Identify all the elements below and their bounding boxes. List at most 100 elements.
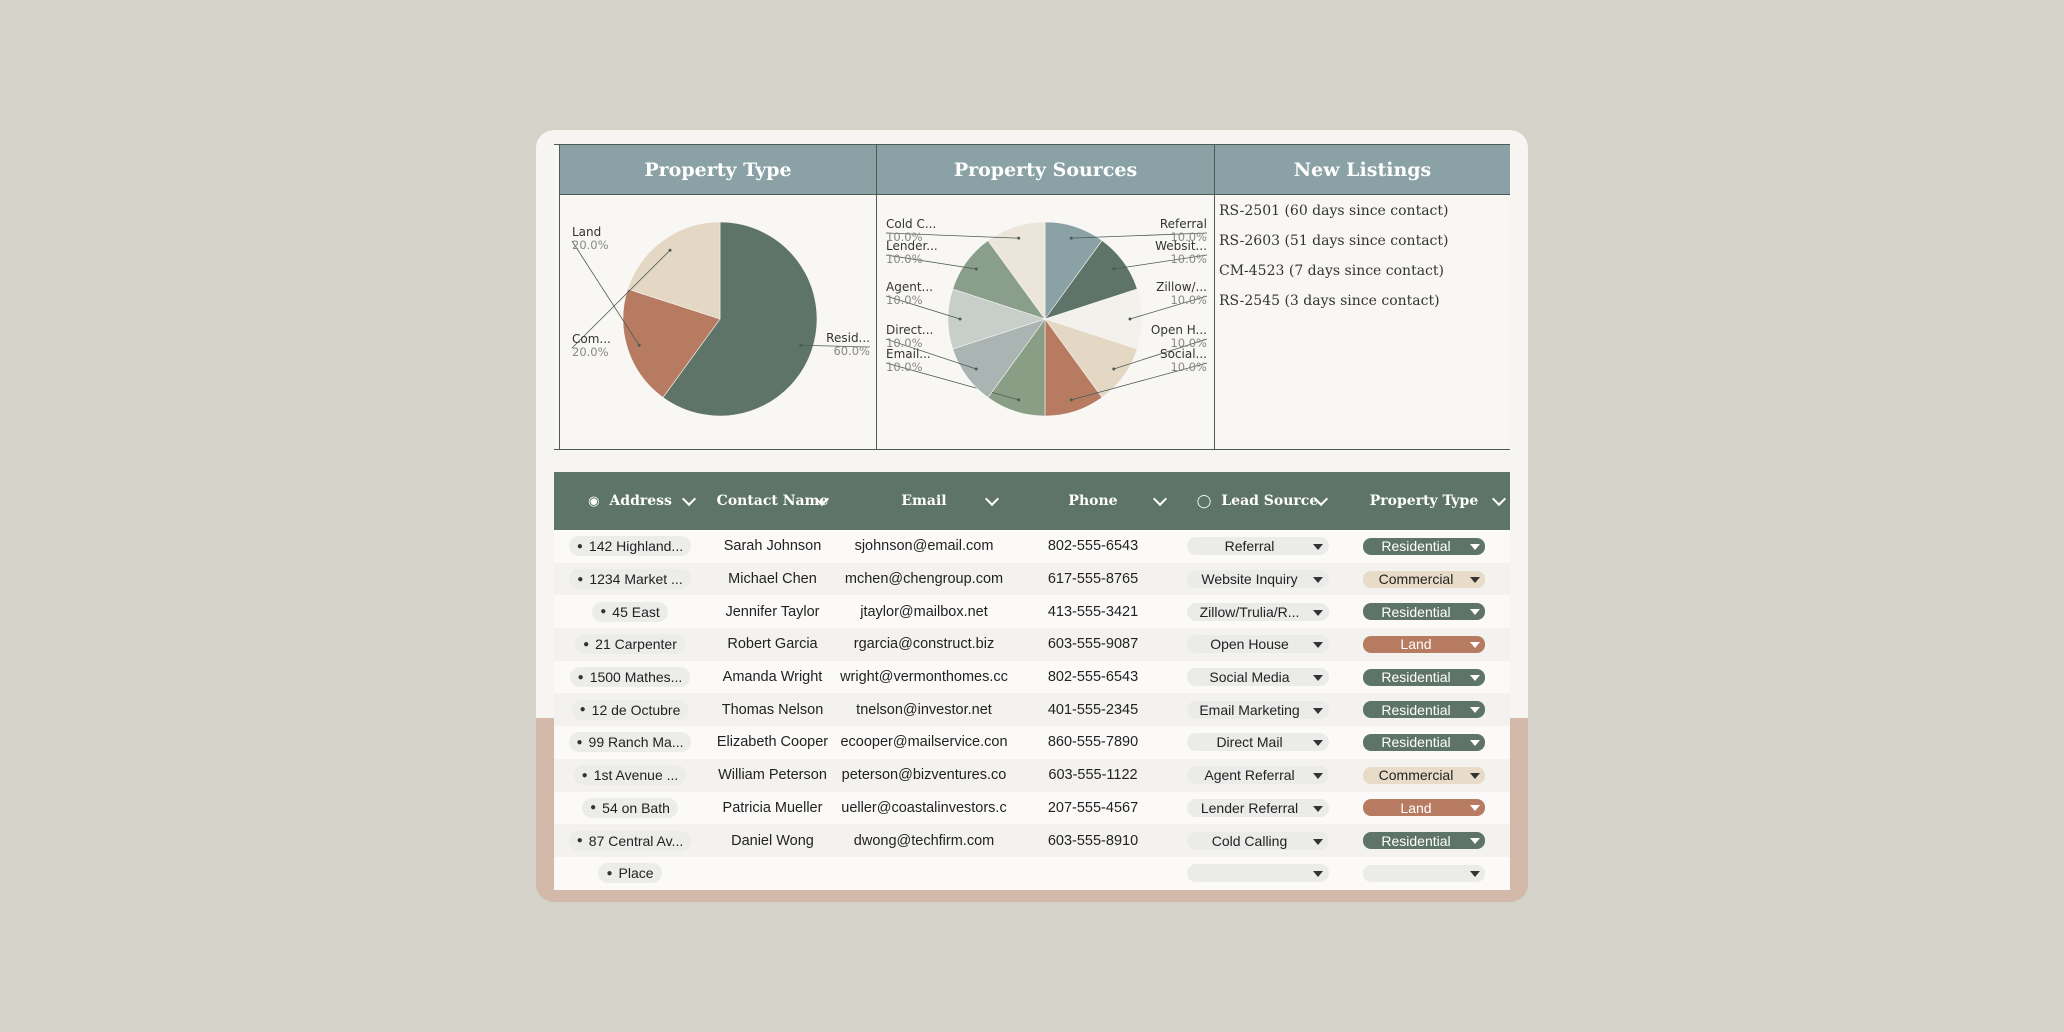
header-lead-source[interactable]: ◯ Lead Source [1177, 472, 1338, 530]
email-text[interactable]: wright@vermonthomes.cc [840, 669, 1008, 686]
contact-name-cell[interactable]: William Peterson [718, 767, 827, 784]
address-cell[interactable]: ● 45 East [554, 595, 706, 628]
email-text[interactable]: sjohnson@email.com [854, 538, 994, 555]
lead-source-cell[interactable]: Social Media [1177, 661, 1338, 694]
address-chip[interactable]: ● 87 Central Av... [568, 830, 692, 851]
lead-source-cell[interactable]: Website Inquiry [1177, 563, 1338, 596]
table-row[interactable]: ● 1234 Market ... Michael Chen mchen@che… [554, 562, 1510, 596]
property-type-select[interactable]: Residential [1363, 537, 1485, 555]
lead-source-cell[interactable]: Zillow/Trulia/R... [1177, 595, 1338, 628]
contact-name-cell[interactable]: Michael Chen [728, 571, 817, 588]
address-chip[interactable]: ● 12 de Octubre [571, 699, 689, 720]
email-cell[interactable]: jtaylor@mailbox.net [839, 595, 1009, 628]
lead-source-cell[interactable]: Direct Mail [1177, 726, 1338, 759]
lead-source-cell[interactable]: Open House [1177, 628, 1338, 661]
email-cell[interactable]: ueller@coastalinvestors.c [839, 792, 1009, 825]
phone-cell[interactable]: 413-555-3421 [1047, 603, 1139, 620]
lead-source-cell[interactable] [1177, 857, 1338, 890]
phone-cell[interactable]: 603-555-9087 [1047, 636, 1139, 653]
pie-slice[interactable] [627, 221, 721, 320]
pie-slice[interactable] [622, 288, 721, 398]
contact-name-cell[interactable]: Sarah Johnson [723, 538, 822, 555]
email-text[interactable]: peterson@bizventures.co [841, 767, 1007, 784]
lead-source-select[interactable]: Direct Mail [1186, 733, 1329, 752]
address-cell[interactable]: ● 142 Highland... [554, 530, 706, 563]
address-cell[interactable]: ● 21 Carpenter [554, 628, 706, 661]
dropdown-arrow-icon[interactable] [1312, 773, 1323, 780]
property-type-cell[interactable]: Commercial [1338, 563, 1510, 596]
table-row[interactable]: ● 1500 Mathes... Amanda Wright wright@ve… [554, 660, 1510, 694]
address-cell[interactable]: ● 1st Avenue ... [554, 759, 706, 792]
dropdown-arrow-icon[interactable] [1470, 641, 1480, 648]
header-property-type[interactable]: Property Type [1338, 472, 1510, 530]
phone-cell[interactable]: 802-555-6543 [1047, 538, 1139, 555]
address-cell[interactable]: ● 54 on Bath [554, 792, 706, 825]
email-text[interactable]: jtaylor@mailbox.net [860, 603, 988, 620]
table-row[interactable]: ● 87 Central Av... Daniel Wong dwong@tec… [554, 824, 1510, 857]
address-chip[interactable]: ● 1500 Mathes... [569, 667, 691, 688]
contact-name-cell[interactable]: Patricia Mueller [722, 799, 823, 816]
address-chip[interactable]: ● 1st Avenue ... [573, 765, 687, 786]
property-type-cell[interactable]: Residential [1338, 661, 1510, 694]
lead-source-cell[interactable]: Lender Referral [1177, 792, 1338, 825]
email-text[interactable]: dwong@techfirm.com [853, 832, 995, 849]
property-type-select[interactable]: Residential [1363, 733, 1485, 751]
address-chip[interactable]: ● 45 East [592, 601, 668, 622]
lead-source-select[interactable]: Social Media [1186, 668, 1329, 687]
table-row[interactable]: ● 142 Highland... Sarah Johnson sjohnson… [554, 530, 1510, 563]
contact-name-cell[interactable]: Jennifer Taylor [725, 603, 820, 620]
address-cell[interactable]: ● 12 de Octubre [554, 693, 706, 726]
contact-name-cell[interactable]: Thomas Nelson [721, 701, 824, 718]
phone-cell[interactable]: 401-555-2345 [1047, 701, 1139, 718]
property-type-select[interactable]: Residential [1363, 701, 1485, 719]
address-cell[interactable]: ● 87 Central Av... [554, 824, 706, 857]
email-cell[interactable]: mchen@chengroup.com [839, 563, 1009, 596]
email-text[interactable]: ueller@coastalinvestors.c [841, 799, 1007, 816]
address-chip[interactable]: ● 142 Highland... [568, 536, 692, 557]
chevron-down-icon[interactable] [681, 491, 697, 507]
property-type-cell[interactable]: Commercial [1338, 759, 1510, 792]
table-row[interactable]: ● 54 on Bath Patricia Mueller ueller@coa… [554, 791, 1510, 825]
email-cell[interactable]: ecooper@mailservice.con [839, 726, 1009, 759]
contact-name-cell[interactable]: Robert Garcia [727, 636, 818, 653]
email-text[interactable]: tnelson@investor.net [856, 701, 992, 718]
dropdown-arrow-icon[interactable] [1470, 576, 1480, 583]
property-type-select[interactable] [1363, 864, 1485, 882]
email-cell[interactable]: dwong@techfirm.com [839, 824, 1009, 857]
property-type-select[interactable]: Residential [1363, 603, 1485, 621]
property-type-cell[interactable]: Land [1338, 628, 1510, 661]
dropdown-arrow-icon[interactable] [1470, 870, 1480, 877]
dropdown-arrow-icon[interactable] [1470, 543, 1480, 550]
lead-source-select[interactable]: Lender Referral [1186, 798, 1329, 817]
table-row[interactable]: ● 12 de Octubre Thomas Nelson tnelson@in… [554, 693, 1510, 727]
phone-cell[interactable]: 617-555-8765 [1047, 571, 1139, 588]
dropdown-arrow-icon[interactable] [1312, 707, 1323, 714]
contact-name-cell[interactable]: Amanda Wright [722, 669, 823, 686]
header-email[interactable]: Email [839, 472, 1009, 530]
lead-source-cell[interactable]: Cold Calling [1177, 824, 1338, 857]
email-cell[interactable]: rgarcia@construct.biz [839, 628, 1009, 661]
dropdown-arrow-icon[interactable] [1312, 577, 1323, 584]
dropdown-arrow-icon[interactable] [1312, 740, 1323, 747]
table-row[interactable]: ● 45 East Jennifer Taylor jtaylor@mailbo… [554, 595, 1510, 629]
chevron-down-icon[interactable] [1491, 491, 1507, 507]
lead-source-select[interactable]: Email Marketing [1186, 700, 1329, 719]
email-cell[interactable]: wright@vermonthomes.cc [839, 661, 1009, 694]
email-text[interactable]: rgarcia@construct.biz [853, 636, 995, 653]
pie-slice[interactable] [987, 221, 1046, 320]
property-type-select[interactable]: Land [1363, 635, 1485, 653]
property-type-cell[interactable]: Residential [1338, 530, 1510, 563]
lead-source-select[interactable]: Open House [1186, 635, 1329, 654]
property-type-cell[interactable]: Residential [1338, 726, 1510, 759]
property-type-cell[interactable]: Residential [1338, 595, 1510, 628]
address-chip[interactable]: ● 1234 Market ... [569, 569, 691, 590]
dropdown-arrow-icon[interactable] [1470, 772, 1480, 779]
phone-cell[interactable]: 860-555-7890 [1047, 734, 1139, 751]
address-chip[interactable]: ● 54 on Bath [582, 797, 678, 818]
email-text[interactable]: mchen@chengroup.com [844, 571, 1004, 588]
header-address[interactable]: ◉ Address [554, 472, 706, 530]
property-sources-chart[interactable]: Referral 10.0% Websit... 10.0% Zillow/... 10.… [877, 195, 1214, 449]
phone-cell[interactable]: 603-555-1122 [1048, 767, 1138, 784]
address-cell[interactable]: ● Place [554, 857, 706, 890]
dropdown-arrow-icon[interactable] [1312, 871, 1323, 878]
